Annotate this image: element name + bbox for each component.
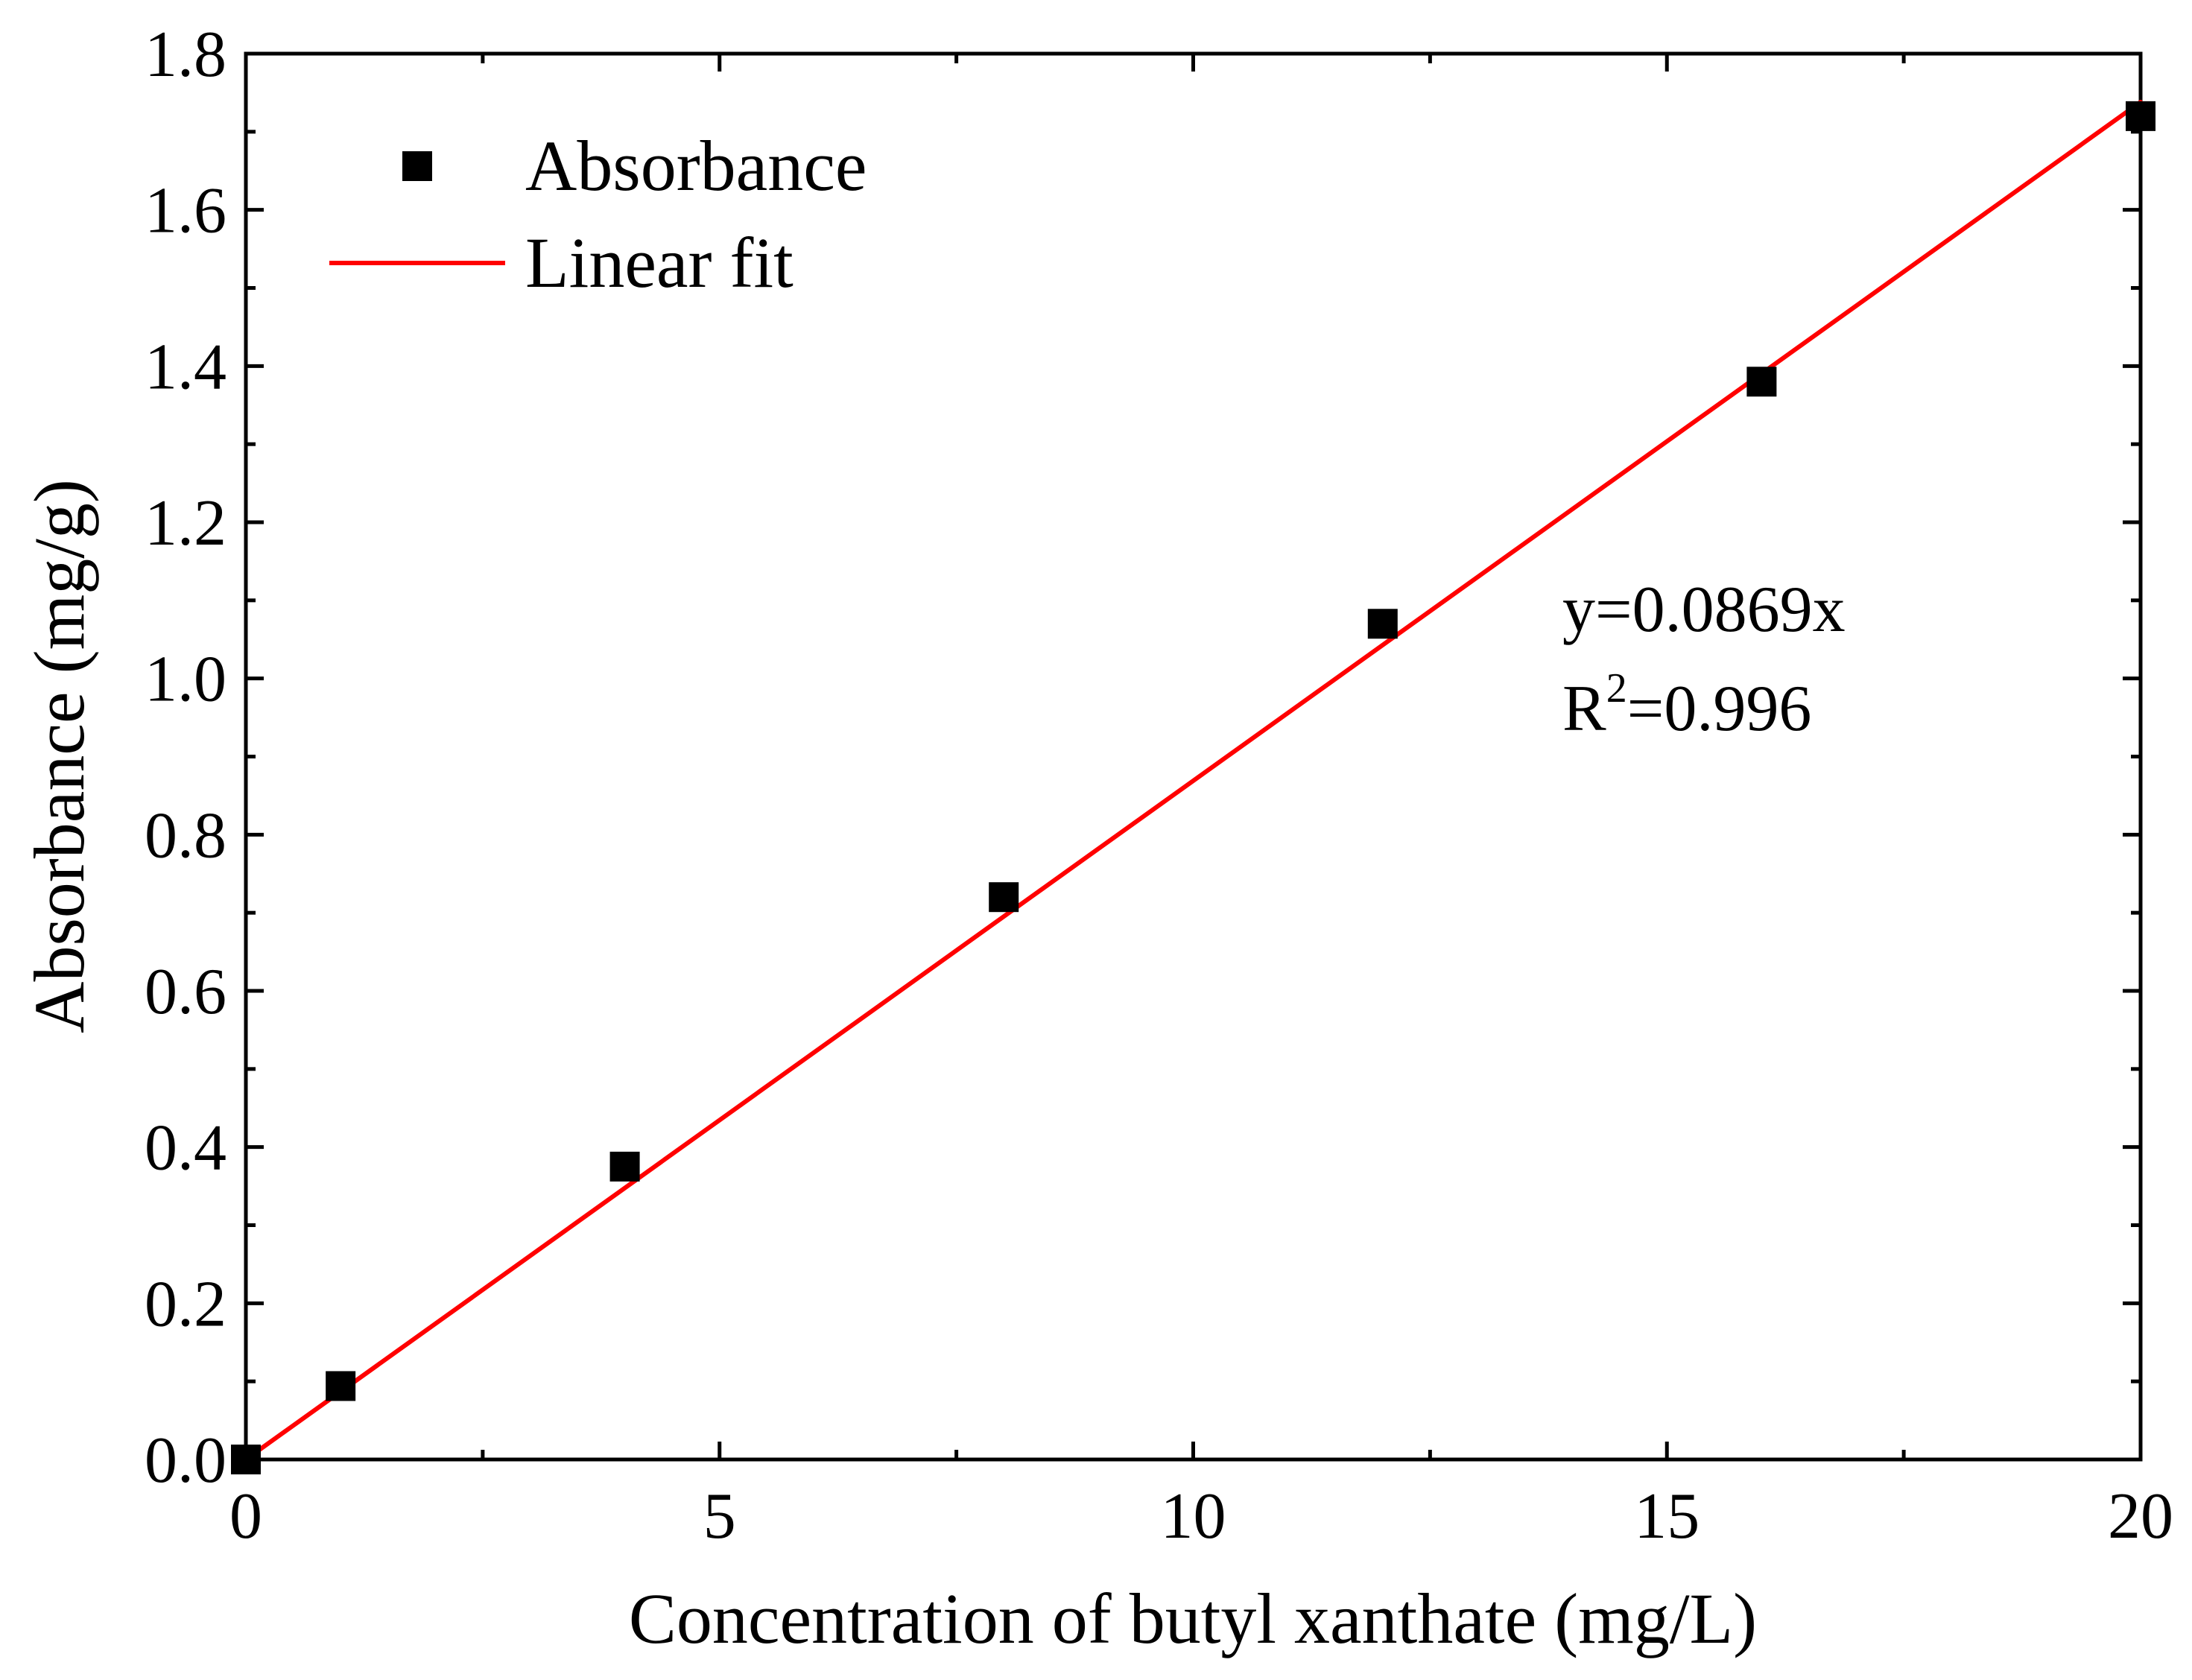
data-point	[326, 1371, 356, 1401]
y-tick-label: 1.4	[145, 331, 227, 403]
r-squared-value: =0.996	[1627, 673, 1812, 745]
y-tick-label: 0.8	[145, 799, 227, 872]
y-tick-label: 1.2	[145, 487, 227, 560]
r-squared: R2=0.996	[1562, 665, 1811, 745]
y-tick-labels: 0.0 0.2 0.4 0.6 0.8 1.0 1.2 1.4 1.6 1.8	[145, 19, 227, 1497]
legend-label-linear-fit: Linear fit	[525, 223, 794, 302]
data-point	[231, 1445, 261, 1474]
linear-fit-line	[244, 99, 2143, 1462]
y-tick-label: 0.4	[145, 1112, 227, 1185]
x-tick-label: 10	[1161, 1480, 1226, 1553]
legend: Absorbance Linear fit	[329, 126, 867, 302]
minor-ticks	[246, 54, 2141, 1459]
y-tick-label: 0.6	[145, 956, 227, 1028]
x-tick-label: 0	[229, 1480, 262, 1553]
y-tick-label: 0.0	[145, 1424, 227, 1497]
fit-equation: y=0.0869x	[1562, 574, 1846, 646]
data-point	[609, 1151, 640, 1182]
data-point	[1367, 609, 1398, 639]
x-tick-labels: 0 5 10 15 20	[229, 1480, 2173, 1553]
fit-annotation: y=0.0869x R2=0.996	[1562, 574, 1846, 745]
data-point	[1746, 367, 1777, 397]
data-point	[989, 882, 1019, 913]
y-tick-label: 1.6	[145, 175, 227, 247]
legend-label-absorbance: Absorbance	[525, 126, 867, 206]
fit-layer	[244, 99, 2143, 1462]
r-squared-prefix: R	[1562, 673, 1606, 745]
data-point	[2126, 101, 2155, 131]
r-squared-superscript: 2	[1606, 665, 1627, 711]
y-tick-label: 1.8	[145, 19, 227, 91]
x-tick-label: 20	[2108, 1480, 2173, 1553]
y-axis-title: Absorbance (mg/g)	[19, 479, 99, 1033]
y-tick-label: 0.2	[145, 1268, 227, 1340]
y-tick-label: 1.0	[145, 644, 227, 716]
x-tick-label: 15	[1634, 1480, 1700, 1553]
points-layer	[231, 101, 2155, 1474]
x-axis-title: Concentration of butyl xanthate (mg/L)	[629, 1579, 1757, 1658]
legend-marker-absorbance	[402, 151, 432, 181]
x-tick-label: 5	[703, 1480, 736, 1553]
